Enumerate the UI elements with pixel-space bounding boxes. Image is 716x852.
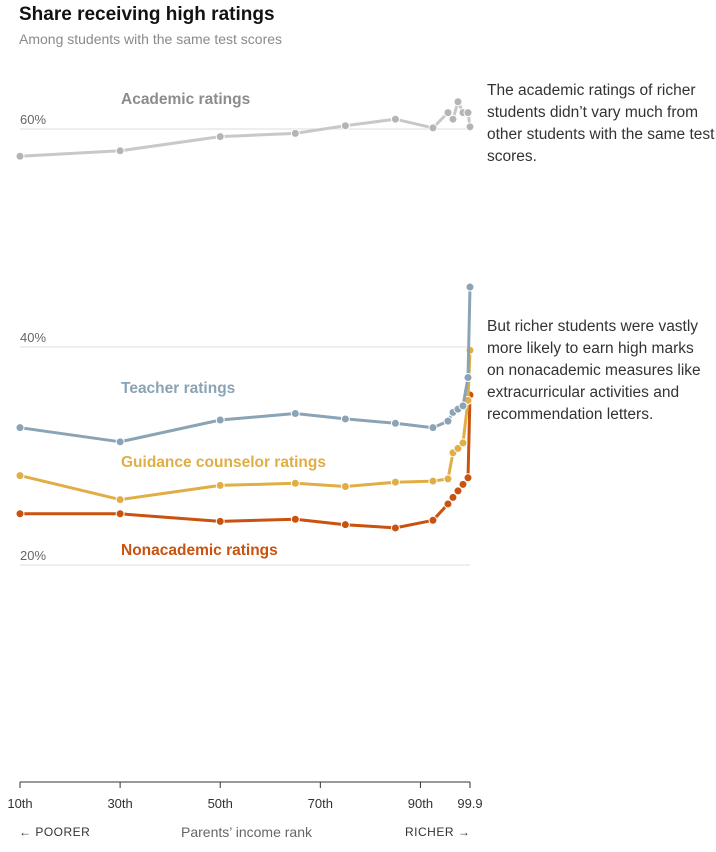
data-point-nonacademic	[290, 514, 300, 524]
x-axis-title: Parents’ income rank	[181, 824, 312, 840]
data-point-nonacademic	[390, 523, 400, 533]
data-point-teacher	[443, 416, 453, 426]
series-label-academic: Academic ratings	[121, 91, 250, 108]
richer-label: RICHER →	[405, 825, 471, 839]
data-point-guidance	[428, 476, 438, 486]
series-label-guidance: Guidance counselor ratings	[121, 454, 326, 471]
chart-title: Share receiving high ratings	[19, 4, 275, 25]
data-point-teacher	[428, 423, 438, 433]
academic-annotation: The academic ratings of richer students …	[487, 82, 715, 165]
x-tick-label: 50th	[208, 796, 233, 811]
data-point-teacher	[463, 373, 473, 383]
data-point-teacher	[215, 415, 225, 425]
x-tick-label: 90th	[408, 796, 433, 811]
y-tick-label: 60%	[20, 112, 46, 127]
data-point-guidance	[15, 471, 25, 481]
data-point-teacher	[15, 423, 25, 433]
data-point-nonacademic	[463, 473, 473, 483]
x-axis: 10th 30th 50th 70th 90th 99.9	[7, 781, 483, 811]
series-label-nonacademic: Nonacademic ratings	[121, 542, 278, 559]
data-point-nonacademic	[443, 499, 453, 509]
data-point-guidance	[115, 495, 125, 505]
data-point-nonacademic	[428, 515, 438, 525]
data-point-guidance	[340, 482, 350, 492]
nonacademic-annotation: But richer students were vastly more lik…	[487, 318, 701, 423]
data-point-guidance	[215, 480, 225, 490]
data-point-academic	[215, 132, 225, 142]
data-point-academic	[465, 122, 475, 132]
data-point-academic	[453, 97, 463, 107]
x-tick-label: 30th	[107, 796, 132, 811]
data-point-guidance	[453, 443, 463, 453]
data-point-guidance	[458, 438, 468, 448]
data-point-academic	[443, 108, 453, 118]
data-point-teacher	[115, 437, 125, 447]
label-layer: Academic ratings Teacher ratings Guidance …	[121, 91, 326, 559]
data-point-nonacademic	[340, 520, 350, 530]
data-point-teacher	[390, 418, 400, 428]
x-tick-label: 99.9	[457, 796, 482, 811]
series-line-teacher	[18, 285, 472, 444]
grid-layer: 20% 40% 60%	[20, 112, 470, 566]
data-point-academic	[463, 108, 473, 118]
data-point-nonacademic	[453, 486, 463, 496]
data-point-academic	[115, 146, 125, 156]
data-point-guidance	[390, 477, 400, 487]
series-label-teacher: Teacher ratings	[121, 380, 235, 397]
data-point-teacher	[465, 282, 475, 292]
poorer-label: ← POORER	[19, 825, 91, 839]
data-point-nonacademic	[458, 479, 468, 489]
data-point-academic	[428, 123, 438, 133]
data-point-nonacademic	[15, 509, 25, 519]
data-point-teacher	[340, 414, 350, 424]
data-point-nonacademic	[448, 492, 458, 502]
data-point-academic	[15, 151, 25, 161]
data-point-guidance	[290, 478, 300, 488]
data-point-academic	[340, 121, 350, 131]
data-point-nonacademic	[115, 509, 125, 519]
y-tick-label: 20%	[20, 548, 46, 563]
series-layer	[15, 97, 475, 533]
y-tick-label: 40%	[20, 330, 46, 345]
data-point-nonacademic	[215, 516, 225, 526]
data-point-academic	[448, 114, 458, 124]
x-tick-label: 70th	[308, 796, 333, 811]
data-point-academic	[390, 114, 400, 124]
data-point-teacher	[290, 408, 300, 418]
data-point-guidance	[443, 474, 453, 484]
data-point-teacher	[458, 401, 468, 411]
data-point-academic	[290, 128, 300, 138]
x-tick-label: 10th	[7, 796, 32, 811]
chart-subtitle: Among students with the same test scores	[19, 31, 283, 47]
